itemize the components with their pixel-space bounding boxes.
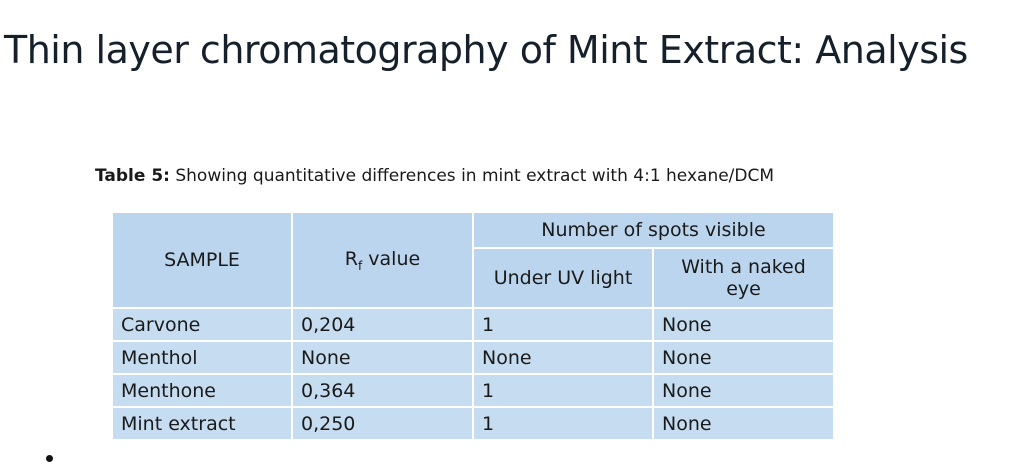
header-text: R <box>344 247 358 270</box>
table-cell: None <box>652 373 835 408</box>
header-cell: Under UV light <box>472 247 654 309</box>
table-row: Mint extract 0,250 1 None <box>111 406 835 441</box>
table-cell: 0,204 <box>291 307 474 342</box>
bullet <box>46 455 53 462</box>
table-cell: None <box>652 307 835 342</box>
header-cell: Number of spots visible <box>472 211 835 249</box>
table-row: Menthone 0,364 1 None <box>111 373 835 408</box>
table-cell: Mint extract <box>111 406 293 441</box>
table: SAMPLE Rf value Number of spots visible … <box>111 211 835 441</box>
table-cell: None <box>652 406 835 441</box>
table-cell: None <box>291 340 474 375</box>
table-cell: 1 <box>472 307 654 342</box>
table-cell: 1 <box>472 406 654 441</box>
header-cell: SAMPLE <box>111 211 293 309</box>
header-sub: f <box>358 258 363 273</box>
table-cell: Carvone <box>111 307 293 342</box>
table-cell: 0,250 <box>291 406 474 441</box>
caption: Table 5: Showing quantitative difference… <box>95 166 774 186</box>
header-cell: With a naked eye <box>652 247 835 309</box>
table-cell: 0,364 <box>291 373 474 408</box>
title: Thin layer chromatography of Mint Extrac… <box>4 28 968 72</box>
table-row: Menthol None None None <box>111 340 835 375</box>
header-cell: Rf value <box>291 211 474 309</box>
table-cell: Menthone <box>111 373 293 408</box>
table-row: Carvone 0,204 1 None <box>111 307 835 342</box>
table-body: Carvone 0,204 1 None Menthol None None None Ment… <box>111 307 835 441</box>
table-cell: None <box>652 340 835 375</box>
table-cell: 1 <box>472 373 654 408</box>
caption-label: Table 5: <box>95 166 170 186</box>
table-cell: Menthol <box>111 340 293 375</box>
table-cell: None <box>472 340 654 375</box>
caption-text: Showing quantitative differences in mint… <box>175 166 775 186</box>
header-text: value <box>368 247 421 270</box>
